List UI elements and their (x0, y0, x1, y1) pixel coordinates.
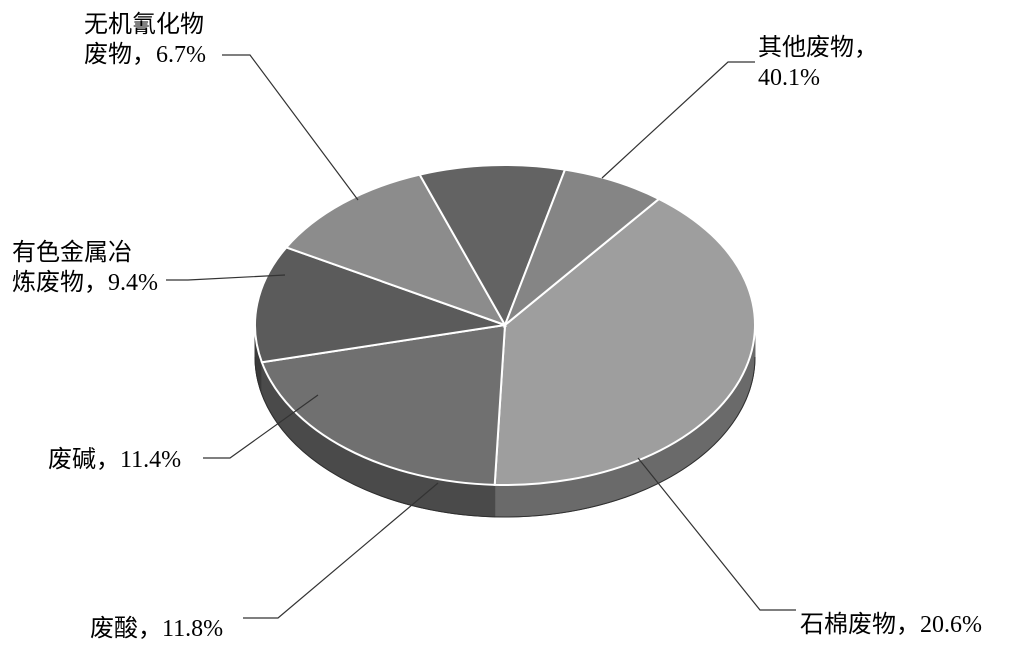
slice-label: 石棉废物，20.6% (800, 610, 982, 640)
slice-label: 无机氰化物 废物，6.7% (84, 10, 206, 70)
slice-label: 其他废物， 40.1% (758, 33, 878, 93)
leader-line (602, 62, 755, 178)
leader-line (222, 55, 358, 200)
slice-label: 废酸，11.8% (90, 614, 223, 644)
pie-chart (0, 0, 1033, 666)
slice-label: 废碱，11.4% (48, 445, 181, 475)
slice-label: 有色金属冶 炼废物，9.4% (12, 238, 158, 298)
chart-container: 其他废物， 40.1% 石棉废物，20.6% 废酸，11.8% 废碱，11.4% 有色金… (0, 0, 1033, 666)
